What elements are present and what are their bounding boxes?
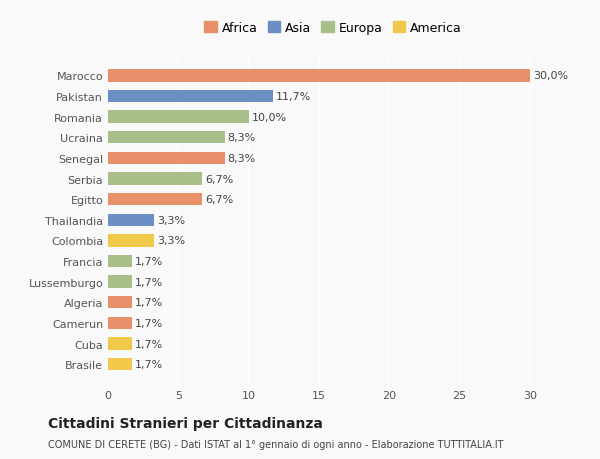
Bar bbox=[108, 297, 132, 309]
Bar bbox=[108, 276, 132, 288]
Text: 6,7%: 6,7% bbox=[205, 195, 233, 205]
Text: 8,3%: 8,3% bbox=[227, 154, 256, 163]
Bar bbox=[108, 317, 132, 330]
Text: 6,7%: 6,7% bbox=[205, 174, 233, 184]
Bar bbox=[108, 132, 225, 144]
Text: 10,0%: 10,0% bbox=[251, 112, 287, 123]
Bar bbox=[108, 152, 225, 165]
Text: 1,7%: 1,7% bbox=[135, 318, 163, 328]
Text: 3,3%: 3,3% bbox=[157, 236, 185, 246]
Text: 3,3%: 3,3% bbox=[157, 215, 185, 225]
Bar bbox=[108, 91, 272, 103]
Text: COMUNE DI CERETE (BG) - Dati ISTAT al 1° gennaio di ogni anno - Elaborazione TUT: COMUNE DI CERETE (BG) - Dati ISTAT al 1°… bbox=[48, 440, 503, 449]
Bar bbox=[108, 111, 248, 123]
Legend: Africa, Asia, Europa, America: Africa, Asia, Europa, America bbox=[200, 18, 466, 39]
Bar bbox=[108, 173, 202, 185]
Bar bbox=[108, 358, 132, 370]
Text: 1,7%: 1,7% bbox=[135, 277, 163, 287]
Bar bbox=[108, 338, 132, 350]
Text: 30,0%: 30,0% bbox=[533, 71, 568, 81]
Text: 8,3%: 8,3% bbox=[227, 133, 256, 143]
Bar bbox=[108, 235, 154, 247]
Text: 1,7%: 1,7% bbox=[135, 257, 163, 267]
Bar bbox=[108, 255, 132, 268]
Bar bbox=[108, 70, 530, 83]
Bar bbox=[108, 214, 154, 226]
Text: 1,7%: 1,7% bbox=[135, 359, 163, 369]
Text: 1,7%: 1,7% bbox=[135, 339, 163, 349]
Text: 1,7%: 1,7% bbox=[135, 297, 163, 308]
Text: 11,7%: 11,7% bbox=[275, 92, 311, 102]
Bar bbox=[108, 194, 202, 206]
Text: Cittadini Stranieri per Cittadinanza: Cittadini Stranieri per Cittadinanza bbox=[48, 416, 323, 430]
